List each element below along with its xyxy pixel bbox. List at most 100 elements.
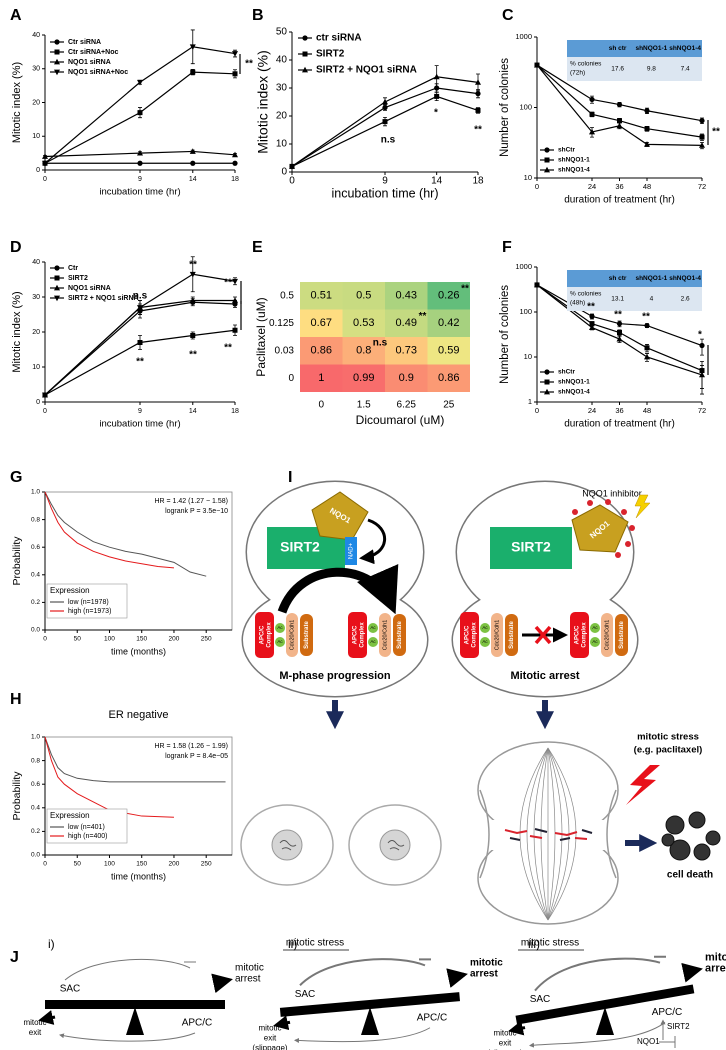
legend-symbol	[544, 157, 550, 163]
x-tick-label: 48	[643, 406, 651, 415]
legend-symbol	[302, 66, 308, 73]
exit-label: mitotic	[23, 1018, 46, 1027]
cell-value: 0.99	[353, 372, 374, 384]
cell-value: 1	[318, 372, 324, 384]
y-tick-label: 0.03	[275, 345, 295, 356]
series-line	[44, 301, 236, 396]
x-axis-title: incubation time (hr)	[332, 186, 439, 200]
stress-label: mitotic stress	[286, 938, 344, 949]
cell-value: 0.67	[311, 317, 332, 329]
y-tick-label: 10	[524, 352, 532, 361]
point	[617, 330, 622, 336]
series-line	[291, 95, 479, 167]
apc-label: APC/CComplex	[464, 622, 477, 648]
x-tick-label: 36	[615, 182, 623, 191]
x-tick-label: 1.5	[357, 400, 371, 411]
legend-label: shCtr	[558, 369, 575, 376]
inhibition-arc	[299, 958, 431, 986]
legend-symbol	[544, 166, 550, 173]
point	[475, 91, 481, 97]
exit-arrow	[508, 1020, 526, 1036]
point	[137, 110, 143, 116]
exit-label: (slippage)	[252, 1043, 287, 1050]
x-tick-label: 14	[189, 408, 197, 415]
point	[42, 392, 48, 399]
chromosomes2	[509, 828, 593, 841]
sirt2-label: SIRT2	[280, 539, 320, 555]
table-header	[567, 270, 702, 287]
y-tick-label: 0	[36, 167, 40, 174]
apc-label-line: APC/C	[352, 625, 358, 644]
x-tick-label: 25	[443, 400, 455, 411]
table-row-label: (72h)	[570, 70, 585, 77]
exit-label: mitotic	[258, 1023, 281, 1032]
heat-cell	[385, 282, 428, 310]
point	[699, 342, 705, 349]
dead-cell	[661, 833, 675, 847]
x-tick-label: 18	[231, 176, 239, 183]
table-cell: 13.1	[611, 296, 624, 303]
waist	[479, 789, 617, 879]
legend-label: SIRT2	[68, 275, 88, 282]
point	[616, 122, 623, 129]
exit-arrow	[273, 1015, 291, 1031]
arrest-label: arrest	[470, 968, 498, 979]
table-cell: 17.6	[611, 66, 624, 73]
point	[289, 163, 295, 169]
spindle	[519, 747, 549, 921]
y-tick-label: 0.6	[31, 544, 40, 551]
cell-value: 0.51	[311, 290, 332, 302]
substrate	[615, 614, 628, 656]
y-tick-label: 0.0	[31, 852, 40, 859]
legend-label: SIRT2 + NQO1 siRNA	[316, 65, 417, 76]
arrest-arrow	[211, 973, 233, 994]
x-tick-label: 0	[43, 636, 47, 643]
acetyl-label: Ac	[482, 625, 488, 630]
legend-label: Ctr siRNA+Noc	[68, 49, 118, 56]
dead-cell	[669, 839, 691, 861]
table-header-cell: shNQO1-4	[669, 275, 701, 282]
apc-complex	[460, 612, 479, 658]
inhibitor-dot	[615, 552, 621, 558]
table-header-cell: shNQO1-1	[635, 45, 667, 52]
legend-symbol	[544, 369, 550, 375]
cofactor	[286, 613, 298, 657]
x-tick-label: 250	[201, 861, 212, 868]
arrest-label: mitotic	[705, 951, 726, 963]
point	[190, 333, 196, 338]
spindle	[526, 747, 549, 921]
point	[137, 305, 143, 311]
cell-value: 0.26	[438, 290, 459, 302]
statistic: logrank P = 3.5e−10	[165, 508, 228, 515]
arrest-label: arrest	[235, 974, 261, 985]
point	[42, 160, 48, 167]
sac-label: SAC	[60, 984, 81, 995]
exit-label: mitotic	[493, 1029, 516, 1038]
panel-label: I	[288, 469, 292, 486]
point	[190, 160, 196, 166]
point	[589, 96, 595, 103]
y-axis-title: Probability	[11, 536, 23, 586]
acetyl-label: Ac	[277, 639, 283, 644]
panel-sublabel: ii)	[288, 937, 297, 951]
point	[644, 322, 650, 329]
legend-label: Ctr	[68, 265, 78, 272]
x-tick-label: 9	[138, 408, 142, 415]
nqo1-shape	[311, 491, 369, 541]
legend-symbol	[54, 265, 60, 271]
x-tick-label: 0	[43, 861, 47, 868]
regulator-label: SIRT2	[667, 1022, 690, 1031]
series-line	[44, 491, 175, 569]
cofactor	[379, 613, 391, 657]
heat-cell	[300, 337, 343, 365]
point	[475, 79, 481, 85]
stress-label: (e.g. paclitaxel)	[634, 745, 703, 756]
chromatin	[279, 840, 297, 851]
x-axis-title: Dicoumarol (uM)	[356, 413, 445, 427]
y-axis-title: Mitotic index (%)	[11, 291, 23, 372]
y-tick-label: 1000	[515, 32, 532, 41]
legend-label: ctr siRNA	[316, 33, 362, 44]
error-bar	[700, 365, 704, 395]
stress-bolt	[626, 765, 660, 805]
y-tick-label: 0.5	[280, 290, 294, 301]
